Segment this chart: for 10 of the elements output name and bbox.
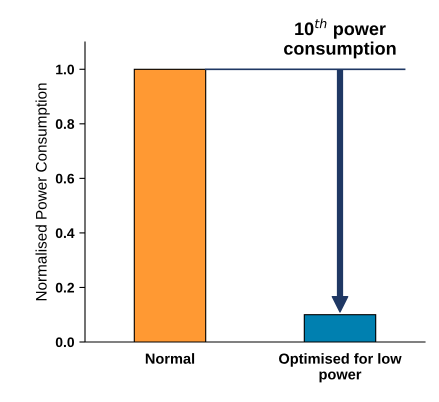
y-tick-label: 1.0 (56, 64, 74, 74)
x-tick-label: Normal (146, 353, 194, 364)
y-tick-label: 0.8 (56, 119, 74, 129)
y-tick-label: 0.0 (56, 337, 74, 348)
y-axis-title: Normalised Power Consumption (35, 83, 50, 300)
y-tick-label: 0.2 (56, 282, 74, 293)
annotation: 10$^{th}$ power consumption (284, 18, 396, 58)
x-tick-label: Optimised for low power (279, 353, 402, 382)
y-tick-label: 0.4 (56, 228, 75, 238)
y-tick-label: 0.6 (56, 174, 74, 184)
